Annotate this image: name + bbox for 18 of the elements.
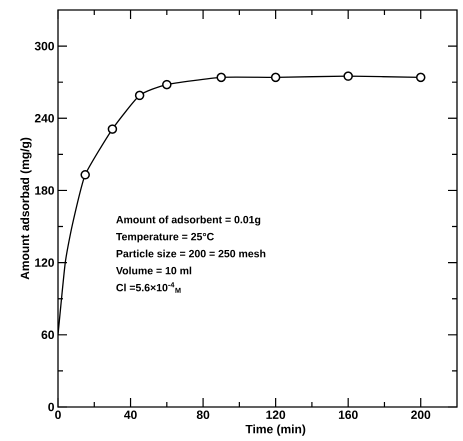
- annotation: Particle size = 200 = 250 mesh: [116, 250, 266, 258]
- annotation: Amount of adsorbent = 0.01g: [116, 216, 260, 226]
- x-tick-label: 0: [55, 410, 61, 420]
- x-tick-label: 40: [124, 410, 137, 420]
- y-tick-label: 120: [35, 258, 54, 267]
- annotation: Temperature = 25°C: [116, 232, 214, 242]
- annotation: Volume = 10 ml: [116, 266, 192, 274]
- y-tick-label: 60: [42, 330, 54, 340]
- x-tick-label: 200: [411, 410, 430, 420]
- x-tick-label: 80: [196, 410, 210, 420]
- x-tick-label: 120: [266, 410, 286, 420]
- x-axis-title: Time (min): [246, 424, 306, 436]
- y-tick-label: 0: [48, 402, 54, 412]
- x-tick-label: 160: [338, 410, 358, 420]
- y-tick-label: 300: [34, 42, 54, 50]
- y-tick-label: 240: [34, 114, 54, 123]
- y-axis-title: Amount adsorbad (mg/g): [20, 138, 32, 280]
- y-tick-label: 180: [35, 186, 54, 195]
